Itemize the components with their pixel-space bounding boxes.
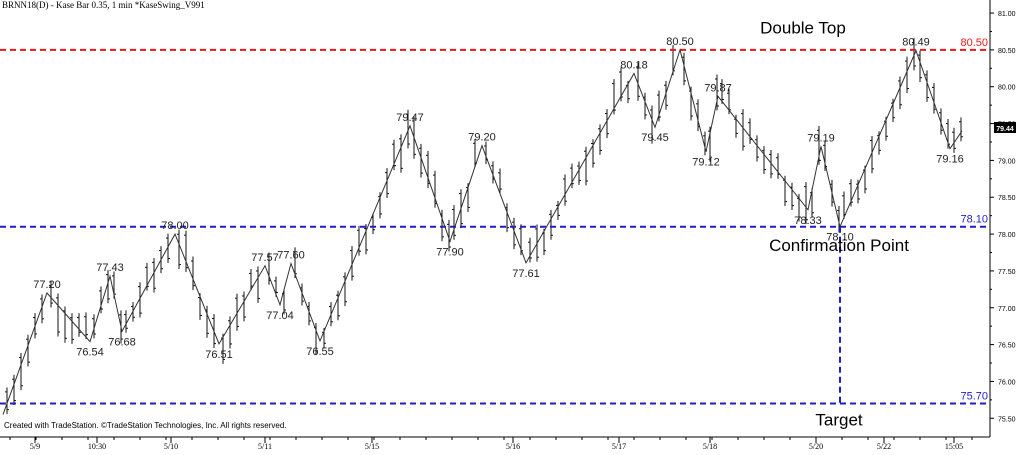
target-label: Target (815, 411, 863, 430)
y-tick-label: 79.00 (998, 158, 1016, 165)
swing-label: 79.47 (396, 112, 424, 124)
x-tick-label: 5/18 (703, 442, 717, 450)
swing-label: 76.54 (76, 347, 104, 359)
swing-label: 77.57 (251, 252, 279, 264)
swing-label: 80.50 (666, 36, 694, 48)
annotations: Double Top Confirmation Point Target (760, 19, 909, 430)
double-top-level-label: 80.50 (960, 37, 988, 49)
swing-label: 78.33 (794, 215, 822, 227)
y-tick-label: 76.00 (998, 379, 1016, 386)
swing-label: 79.45 (641, 132, 669, 144)
swing-label: 77.04 (266, 310, 294, 322)
y-tick-label: 75.50 (998, 416, 1016, 423)
swing-zigzag (2, 48, 963, 415)
swing-labels: 77.20 76.54 77.43 76.68 78.00 76.51 77.57 77.04… (33, 36, 964, 361)
swing-label: 80.18 (620, 59, 648, 71)
swing-label: 77.60 (277, 250, 305, 262)
y-tick-label: 81.00 (998, 11, 1016, 18)
swing-label: 79.20 (468, 132, 496, 144)
y-tick-label: 80.00 (998, 85, 1016, 92)
x-tick-label: 15:05 (945, 442, 963, 450)
swing-label: 76.68 (108, 336, 136, 348)
confirmation-level-label: 78.10 (960, 214, 988, 226)
y-tick-label: 77.00 (998, 306, 1016, 313)
chart-header: BRNN18(D) - Kase Bar 0.35, 1 min *KaseSw… (2, 0, 205, 10)
swing-label: 80.49 (902, 37, 930, 49)
y-tick-label: 78.50 (998, 195, 1016, 202)
chart-credit: Created with TradeStation. ©TradeStation… (4, 421, 287, 430)
swing-label: 76.51 (205, 349, 233, 361)
x-tick-label: 5/9 (30, 442, 40, 450)
last-price-label: 79.44 (996, 126, 1014, 133)
double-top-label: Double Top (760, 19, 846, 38)
x-tick-label: 5/16 (506, 442, 520, 450)
level-lines: 80.50 78.10 75.70 (0, 37, 990, 405)
x-tick-label: 5/20 (809, 442, 823, 450)
x-tick-label: 5/15 (365, 442, 379, 450)
swing-label: 77.20 (33, 279, 61, 291)
y-tick-label: 78.00 (998, 232, 1016, 239)
x-tick-label: 5/11 (258, 442, 272, 450)
swing-label: 77.61 (512, 268, 540, 280)
swing-line (2, 48, 963, 415)
swing-label: 78.00 (161, 220, 189, 232)
swing-label: 78.10 (826, 232, 854, 244)
y-tick-label: 77.50 (998, 269, 1016, 276)
swing-label: 79.12 (692, 157, 720, 169)
swing-label: 79.19 (807, 132, 835, 144)
x-tick-label: 10:30 (88, 442, 106, 450)
y-tick-label: 80.50 (998, 48, 1016, 55)
swing-label: 77.90 (436, 246, 464, 258)
x-tick-label: 5/10 (164, 442, 178, 450)
swing-label: 79.16 (936, 154, 964, 166)
confirmation-point-label: Confirmation Point (769, 236, 909, 255)
swing-label: 76.55 (306, 346, 334, 358)
x-tick-label: 5/22 (877, 442, 891, 450)
swing-label: 77.43 (96, 262, 124, 274)
swing-label: 79.87 (704, 82, 732, 94)
x-tick-label: 5/17 (612, 442, 626, 450)
last-price-box (994, 121, 1016, 133)
y-tick-label: 76.50 (998, 343, 1016, 350)
target-level-label: 75.70 (960, 391, 988, 403)
